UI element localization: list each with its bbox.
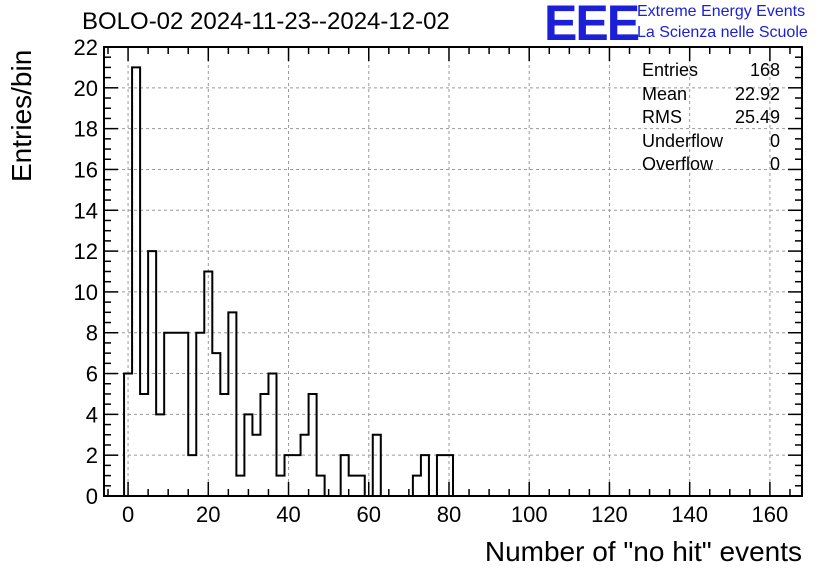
- histogram-bin: [172, 333, 180, 496]
- histogram-bin: [437, 455, 445, 496]
- histogram-bin: [317, 476, 325, 496]
- stat-label: RMS: [642, 107, 682, 127]
- y-tick-label: 8: [86, 321, 98, 346]
- y-tick-label: 22: [74, 35, 98, 60]
- histogram-bin: [156, 414, 164, 496]
- histogram-bin: [252, 435, 260, 496]
- histogram-bin: [124, 374, 132, 496]
- stat-label: Entries: [642, 60, 699, 80]
- histogram-bin: [293, 455, 301, 496]
- logo-subtitle-line1: Extreme Energy Events: [637, 3, 806, 20]
- histogram-bin: [421, 455, 429, 496]
- y-tick-label: 4: [86, 402, 98, 427]
- x-tick-label: 0: [122, 502, 134, 527]
- histogram-bin: [413, 476, 421, 496]
- x-tick-label: 40: [276, 502, 300, 527]
- stat-overflow: Overflow 0: [642, 154, 780, 178]
- stat-rms: RMS 25.49: [642, 107, 780, 131]
- histogram-bin: [132, 67, 140, 496]
- histogram-bin: [244, 414, 252, 496]
- histogram-bin: [357, 476, 365, 496]
- eee-logo: EEE: [544, 0, 640, 51]
- stat-value: 0: [769, 130, 780, 151]
- histogram-bin: [349, 476, 357, 496]
- histogram-bin: [228, 312, 236, 496]
- x-tick-label: 140: [671, 502, 708, 527]
- histogram-bin: [164, 333, 172, 496]
- y-tick-label: 16: [74, 157, 98, 182]
- y-tick-label: 2: [86, 443, 98, 468]
- chart-title: BOLO-02 2024-11-23--2024-12-02: [82, 8, 450, 35]
- stat-value: 0: [769, 154, 780, 174]
- stat-label: Underflow: [642, 130, 724, 151]
- histogram-bin: [204, 272, 212, 497]
- y-axis-label: Entries/bin: [6, 49, 37, 182]
- stat-label: Mean: [642, 83, 688, 104]
- histogram-bin: [148, 251, 156, 496]
- x-tick-label: 100: [511, 502, 548, 527]
- stat-value: 168: [749, 60, 780, 80]
- x-tick-label: 120: [591, 502, 628, 527]
- y-tick-label: 0: [86, 484, 98, 509]
- x-tick-label: 80: [437, 502, 461, 527]
- stat-entries: Entries 168: [642, 60, 780, 84]
- histogram-bin: [309, 394, 317, 496]
- histogram-bin: [276, 476, 284, 496]
- stat-value: 25.49: [734, 107, 780, 127]
- histogram-bin: [341, 455, 349, 496]
- histogram-bin: [188, 455, 196, 496]
- histogram-bin: [220, 394, 228, 496]
- y-tick-label: 20: [74, 76, 98, 101]
- x-tick-label: 160: [752, 502, 789, 527]
- histogram-bin: [140, 394, 148, 496]
- axes: 0 20 40 60 80 100 120 140 160 0 2 4 6 8 10 12 14 16 18 20 22: [74, 35, 803, 527]
- stat-underflow: Underflow 0: [642, 131, 780, 155]
- histogram-bin: [236, 476, 244, 496]
- x-tick-label: 20: [196, 502, 220, 527]
- y-tick-label: 18: [74, 117, 98, 142]
- stat-label: Overflow: [642, 154, 714, 174]
- stat-mean: Mean 22.92: [642, 84, 780, 108]
- stat-value: 22.92: [734, 83, 780, 104]
- x-tick-label: 60: [357, 502, 381, 527]
- histogram-bin: [268, 374, 276, 496]
- histogram-bin: [196, 333, 204, 496]
- histogram-bin: [260, 394, 268, 496]
- histogram-bin: [373, 435, 381, 496]
- logo-subtitle-line2: La Scienza nelle Scuole: [637, 24, 808, 41]
- y-tick-label: 12: [74, 239, 98, 264]
- x-axis-label: Number of "no hit" events: [484, 536, 802, 567]
- y-tick-label: 10: [74, 280, 98, 305]
- y-tick-label: 6: [86, 362, 98, 387]
- y-tick-label: 14: [74, 198, 98, 223]
- histogram-bin: [212, 353, 220, 496]
- histogram-bin: [301, 435, 309, 496]
- stats-box: Entries 168 Mean 22.92 RMS 25.49 Underfl…: [642, 60, 780, 178]
- histogram-bin: [180, 333, 188, 496]
